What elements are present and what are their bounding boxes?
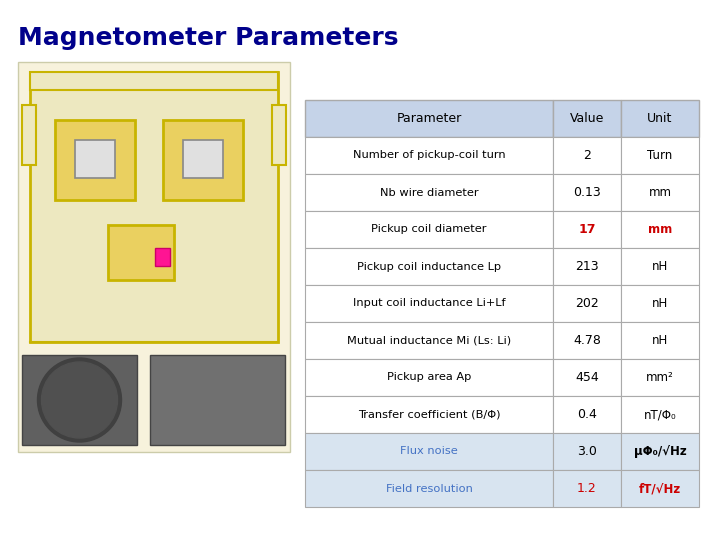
Text: mm: mm	[649, 186, 672, 199]
Text: Parameter: Parameter	[397, 112, 462, 125]
Text: mm²: mm²	[646, 371, 674, 384]
Text: nH: nH	[652, 297, 668, 310]
Bar	[621, 137, 699, 174]
Bar	[305, 137, 553, 174]
Bar	[108, 225, 174, 280]
Bar	[183, 140, 223, 178]
Text: 3.0: 3.0	[577, 445, 597, 458]
Circle shape	[37, 358, 122, 442]
Bar	[553, 433, 621, 470]
Text: Pickup area Ap: Pickup area Ap	[387, 373, 471, 382]
Bar	[553, 248, 621, 285]
Bar	[305, 248, 553, 285]
Text: Unit: Unit	[647, 112, 672, 125]
Bar	[553, 470, 621, 507]
Bar	[30, 72, 278, 342]
Text: nT/Φ₀: nT/Φ₀	[644, 408, 676, 421]
Bar	[553, 359, 621, 396]
Bar	[553, 174, 621, 211]
Bar	[55, 120, 135, 200]
Text: 2: 2	[583, 149, 591, 162]
Bar	[553, 100, 621, 137]
Bar	[305, 396, 553, 433]
Text: Pickup coil inductance Lp: Pickup coil inductance Lp	[357, 261, 501, 272]
Bar	[163, 120, 243, 200]
Bar	[621, 211, 699, 248]
Bar	[272, 105, 286, 165]
Text: Turn: Turn	[647, 149, 672, 162]
Bar	[150, 355, 285, 445]
Bar	[305, 100, 553, 137]
Bar	[305, 433, 553, 470]
Text: Value: Value	[570, 112, 604, 125]
Bar	[621, 470, 699, 507]
Bar	[155, 248, 170, 266]
Text: 454: 454	[575, 371, 599, 384]
Text: Number of pickup-coil turn: Number of pickup-coil turn	[353, 151, 505, 160]
Text: Magnetometer Parameters: Magnetometer Parameters	[18, 26, 398, 50]
Bar	[621, 174, 699, 211]
Text: Field resolution: Field resolution	[386, 483, 472, 494]
Bar	[621, 285, 699, 322]
Bar	[621, 100, 699, 137]
Text: 1.2: 1.2	[577, 482, 597, 495]
Bar	[305, 470, 553, 507]
Text: fT/√Hz: fT/√Hz	[639, 482, 681, 495]
Bar	[75, 140, 115, 178]
Bar	[553, 396, 621, 433]
Text: 17: 17	[578, 223, 595, 236]
Text: Transfer coefficient (B/Φ): Transfer coefficient (B/Φ)	[358, 409, 500, 420]
Text: nH: nH	[652, 260, 668, 273]
Text: Input coil inductance Li+Lf: Input coil inductance Li+Lf	[353, 299, 505, 308]
Bar	[305, 174, 553, 211]
Bar	[305, 359, 553, 396]
Text: Nb wire diameter: Nb wire diameter	[379, 187, 478, 198]
Text: 4.78: 4.78	[573, 334, 601, 347]
Text: mm: mm	[648, 223, 672, 236]
Bar	[305, 322, 553, 359]
Text: 202: 202	[575, 297, 599, 310]
Bar	[553, 285, 621, 322]
Bar	[30, 72, 278, 90]
Bar	[305, 211, 553, 248]
Text: Pickup coil diameter: Pickup coil diameter	[372, 225, 487, 234]
Text: μΦ₀/√Hz: μΦ₀/√Hz	[634, 445, 686, 458]
Text: Mutual inductance Mi (Ls: Li): Mutual inductance Mi (Ls: Li)	[347, 335, 511, 346]
Text: nH: nH	[652, 334, 668, 347]
Text: 213: 213	[575, 260, 599, 273]
Bar	[621, 248, 699, 285]
Bar	[621, 322, 699, 359]
Bar	[621, 433, 699, 470]
Bar	[553, 211, 621, 248]
Text: 0.4: 0.4	[577, 408, 597, 421]
Bar	[305, 285, 553, 322]
Bar	[621, 359, 699, 396]
Bar	[22, 355, 137, 445]
Circle shape	[42, 362, 117, 438]
Bar	[621, 396, 699, 433]
Bar	[22, 105, 36, 165]
Text: Flux noise: Flux noise	[400, 447, 458, 456]
Bar	[18, 62, 290, 452]
Bar	[553, 322, 621, 359]
Bar	[553, 137, 621, 174]
Text: 0.13: 0.13	[573, 186, 601, 199]
